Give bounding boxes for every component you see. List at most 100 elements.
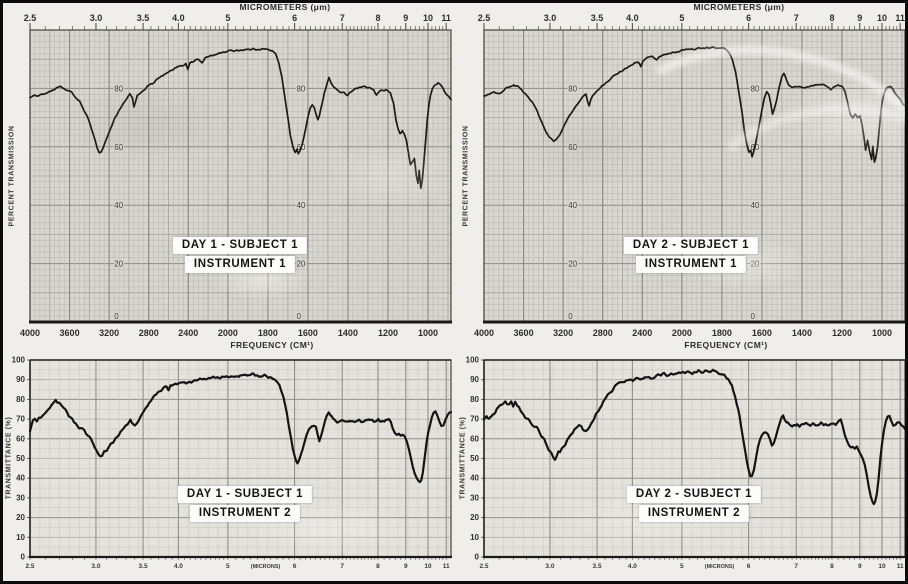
label-line: INSTRUMENT 1 xyxy=(184,256,296,273)
label-line: INSTRUMENT 1 xyxy=(635,256,747,273)
svg-text:1000: 1000 xyxy=(418,328,438,338)
svg-text:0: 0 xyxy=(21,553,26,562)
svg-text:80: 80 xyxy=(568,84,577,93)
micrometers-axis-title: MICROMETERS (μm) xyxy=(239,2,331,12)
svg-text:3.5: 3.5 xyxy=(139,563,148,570)
svg-text:40: 40 xyxy=(296,201,305,210)
svg-text:30: 30 xyxy=(470,493,479,502)
svg-text:2.5: 2.5 xyxy=(24,13,37,23)
chart-plot-day2-instrument2: 2.5 3.0 3.5 4.0 5 (MICRONS) 6 7 8 9 10 111009080706… xyxy=(466,356,907,570)
svg-text:3.0: 3.0 xyxy=(91,563,100,570)
svg-text:3.0: 3.0 xyxy=(544,13,557,23)
svg-text:10: 10 xyxy=(16,533,25,542)
svg-text:20: 20 xyxy=(296,260,305,269)
svg-text:30: 30 xyxy=(16,493,25,502)
svg-text:3.5: 3.5 xyxy=(593,563,602,570)
svg-text:3600: 3600 xyxy=(514,328,534,338)
svg-text:1600: 1600 xyxy=(752,328,772,338)
svg-text:7: 7 xyxy=(340,13,345,23)
svg-text:11: 11 xyxy=(443,563,450,570)
svg-text:4.0: 4.0 xyxy=(628,563,637,570)
label-line: INSTRUMENT 2 xyxy=(638,505,750,522)
transmittance-label: TRANSMITTANCE (%) xyxy=(5,416,13,500)
svg-text:80: 80 xyxy=(114,84,123,93)
label-box-day2-instrument2: DAY 2 - SUBJECT 1 INSTRUMENT 2 xyxy=(626,486,762,522)
svg-text:(MICRONS): (MICRONS) xyxy=(705,564,735,570)
svg-text:11: 11 xyxy=(897,563,904,570)
svg-text:3.0: 3.0 xyxy=(90,13,103,23)
svg-text:4.0: 4.0 xyxy=(172,13,185,23)
svg-text:8: 8 xyxy=(830,563,834,570)
label-box-day2-instrument1: DAY 2 - SUBJECT 1 INSTRUMENT 1 xyxy=(623,237,759,273)
svg-text:3.0: 3.0 xyxy=(545,563,554,570)
svg-text:50: 50 xyxy=(470,454,479,463)
svg-text:10: 10 xyxy=(423,13,433,23)
percent-transmission-label-2: PERCENT TRANSMISSION xyxy=(462,125,470,227)
svg-text:3.5: 3.5 xyxy=(137,13,150,23)
svg-text:9: 9 xyxy=(858,563,862,570)
svg-text:4.0: 4.0 xyxy=(174,563,183,570)
svg-text:60: 60 xyxy=(470,434,479,443)
svg-text:2.5: 2.5 xyxy=(478,13,491,23)
svg-text:90: 90 xyxy=(470,375,479,384)
svg-text:3.5: 3.5 xyxy=(591,13,604,23)
svg-text:20: 20 xyxy=(114,260,123,269)
svg-text:60: 60 xyxy=(568,143,577,152)
svg-text:10: 10 xyxy=(878,563,886,570)
transmittance-label-2: TRANSMITTANCE (%) xyxy=(459,416,467,500)
svg-text:11: 11 xyxy=(441,13,451,23)
label-line: DAY 1 - SUBJECT 1 xyxy=(177,486,313,503)
svg-text:100: 100 xyxy=(12,356,26,365)
svg-text:1000: 1000 xyxy=(872,328,892,338)
svg-text:0: 0 xyxy=(475,553,480,562)
svg-text:1200: 1200 xyxy=(378,328,398,338)
svg-text:10: 10 xyxy=(424,563,432,570)
svg-text:0: 0 xyxy=(296,312,301,321)
svg-text:40: 40 xyxy=(750,201,759,210)
svg-text:60: 60 xyxy=(16,434,25,443)
svg-text:5: 5 xyxy=(225,13,230,23)
svg-text:3600: 3600 xyxy=(60,328,80,338)
svg-text:6: 6 xyxy=(293,563,297,570)
svg-text:5: 5 xyxy=(679,13,684,23)
svg-text:11: 11 xyxy=(895,13,905,23)
svg-text:0: 0 xyxy=(568,312,573,321)
svg-text:6: 6 xyxy=(292,13,297,23)
svg-text:6: 6 xyxy=(746,13,751,23)
svg-text:2400: 2400 xyxy=(632,328,652,338)
svg-text:4000: 4000 xyxy=(20,328,40,338)
frequency-axis-title: FREQUENCY (CM¹) xyxy=(230,340,314,350)
svg-text:5: 5 xyxy=(680,563,684,570)
svg-text:7: 7 xyxy=(340,563,344,570)
svg-text:100: 100 xyxy=(466,356,480,365)
svg-text:1400: 1400 xyxy=(338,328,358,338)
svg-text:70: 70 xyxy=(16,415,25,424)
chart-plot-day1-instrument2: 2.5 3.0 3.5 4.0 5 (MICRONS) 6 7 8 9 10 111009080706… xyxy=(12,356,453,570)
percent-transmission-label: PERCENT TRANSMISSION xyxy=(8,125,16,227)
svg-text:9: 9 xyxy=(857,13,862,23)
svg-text:2000: 2000 xyxy=(218,328,238,338)
micrometers-axis-title-2: MICROMETERS (μm) xyxy=(693,2,785,12)
frequency-axis-title-2: FREQUENCY (CM¹) xyxy=(684,340,768,350)
label-line: DAY 2 - SUBJECT 1 xyxy=(623,237,759,254)
svg-text:70: 70 xyxy=(470,415,479,424)
label-line: INSTRUMENT 2 xyxy=(189,505,301,522)
svg-text:80: 80 xyxy=(16,395,25,404)
svg-text:6: 6 xyxy=(747,563,751,570)
label-box-day1-instrument2: DAY 1 - SUBJECT 1 INSTRUMENT 2 xyxy=(177,486,313,522)
svg-text:10: 10 xyxy=(877,13,887,23)
svg-text:4000: 4000 xyxy=(474,328,494,338)
svg-text:20: 20 xyxy=(470,513,479,522)
svg-text:80: 80 xyxy=(296,84,305,93)
svg-text:10: 10 xyxy=(470,533,479,542)
svg-text:2400: 2400 xyxy=(178,328,198,338)
svg-text:2.5: 2.5 xyxy=(25,563,34,570)
svg-text:60: 60 xyxy=(114,143,123,152)
svg-text:1600: 1600 xyxy=(298,328,318,338)
label-box-day1-instrument1: DAY 1 - SUBJECT 1 INSTRUMENT 1 xyxy=(172,237,308,273)
svg-text:40: 40 xyxy=(470,474,479,483)
svg-text:9: 9 xyxy=(403,13,408,23)
